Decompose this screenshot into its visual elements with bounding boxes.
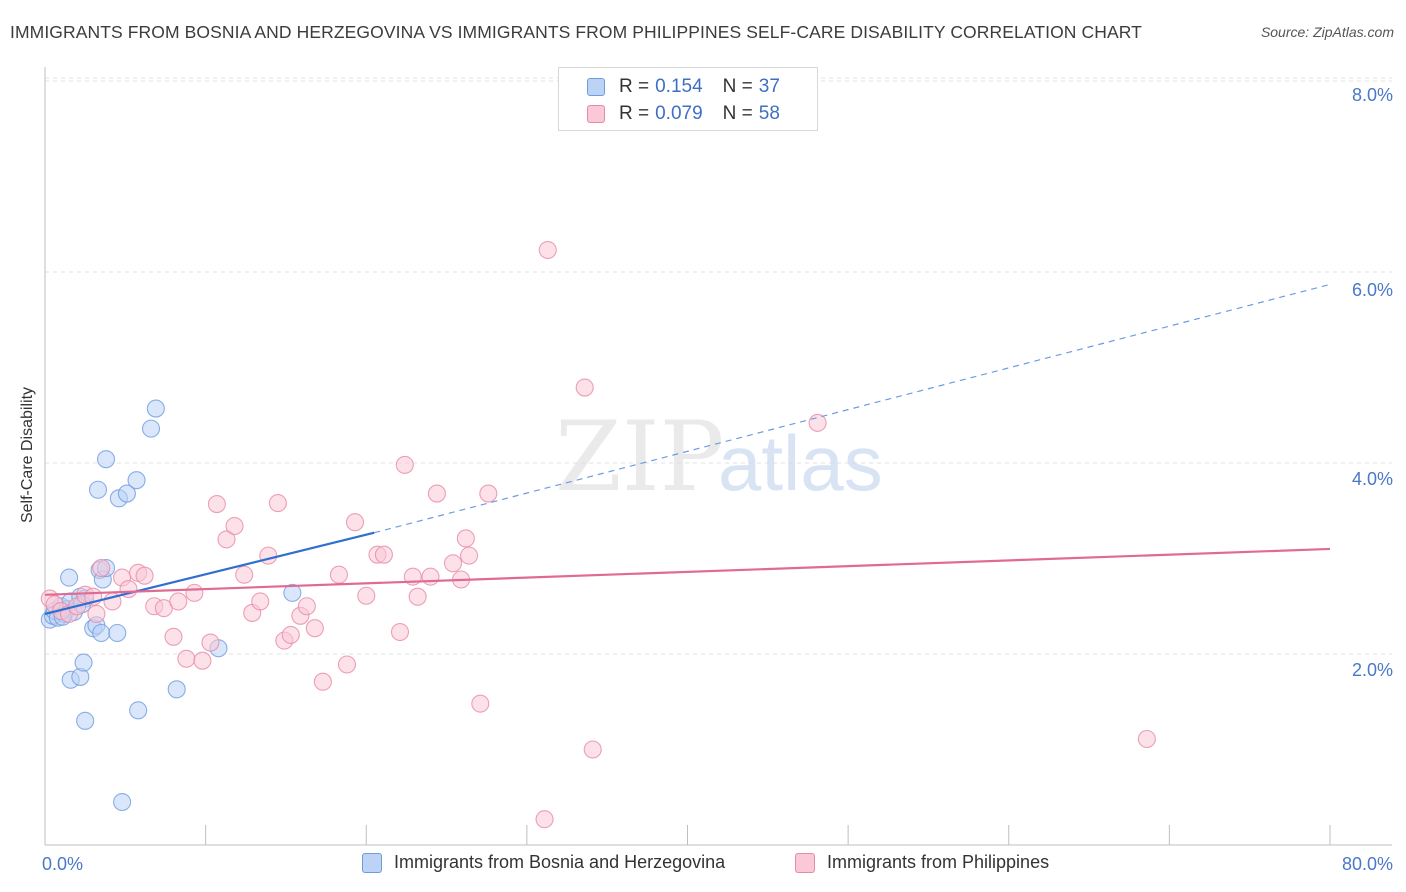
data-point-philippines [185, 583, 204, 602]
y-tick-label: 6.0% [1352, 280, 1393, 300]
data-point-philippines [92, 558, 111, 578]
axes-layer [44, 67, 1392, 846]
legend-label-bosnia: Immigrants from Bosnia and Herzegovina [394, 852, 726, 872]
r-label: R = [619, 103, 650, 124]
data-point-bosnia [60, 568, 79, 587]
data-point-philippines [1137, 729, 1156, 749]
series-legend: Immigrants from Bosnia and Herzegovina I… [0, 852, 1406, 878]
watermark-zip: ZIP [555, 401, 724, 513]
stats-legend: R = 0.154 N = 37 R = 0.079 N = 58 [558, 67, 818, 131]
data-point-philippines [87, 604, 106, 623]
data-point-bosnia [96, 450, 116, 469]
r-value-bosnia: 0.154 [655, 76, 703, 97]
stats-legend-row-philippines: R = 0.079 N = 58 [587, 101, 780, 127]
data-point-bosnia [141, 419, 161, 438]
data-point-philippines [329, 565, 348, 584]
data-point-bosnia [129, 701, 148, 720]
data-point-philippines [583, 740, 602, 759]
data-point-bosnia [108, 623, 127, 643]
data-point-philippines [259, 546, 278, 565]
data-point-philippines [535, 810, 554, 829]
legend-item-philippines[interactable]: Immigrants from Philippines [795, 852, 1049, 873]
y-tick-label: 4.0% [1352, 469, 1393, 489]
data-point-philippines [390, 622, 410, 642]
n-label: N = [722, 103, 753, 124]
legend-item-bosnia[interactable]: Immigrants from Bosnia and Herzegovina [362, 852, 725, 873]
data-point-philippines [225, 516, 244, 536]
data-point-bosnia [74, 653, 93, 672]
data-point-philippines [575, 378, 594, 397]
watermark-atlas: atlas [718, 419, 883, 507]
points-layer [40, 240, 1156, 829]
chart-title: IMMIGRANTS FROM BOSNIA AND HERZEGOVINA V… [10, 22, 1142, 42]
data-point-philippines [268, 494, 287, 513]
data-point-philippines [408, 587, 427, 606]
data-point-philippines [471, 694, 490, 713]
data-point-philippines [421, 567, 440, 586]
data-point-philippines [427, 484, 446, 503]
data-point-philippines [456, 529, 475, 548]
data-point-bosnia [167, 680, 186, 699]
data-point-philippines [305, 619, 324, 638]
n-label: N = [722, 76, 753, 97]
chart-source: Source: ZipAtlas.com [1260, 24, 1394, 40]
n-value-bosnia: 37 [758, 76, 780, 97]
data-point-philippines [235, 565, 254, 584]
data-point-philippines [374, 545, 393, 564]
data-point-philippines [281, 625, 300, 644]
data-point-bosnia [113, 792, 132, 812]
data-point-bosnia [283, 583, 302, 602]
r-label: R = [619, 76, 650, 97]
n-value-philippines: 58 [758, 103, 780, 124]
data-point-philippines [217, 530, 236, 549]
trend-line-philippines [44, 547, 1331, 596]
data-point-bosnia [76, 711, 95, 730]
data-point-philippines [443, 554, 463, 573]
x-tick-label: 80.0% [1342, 854, 1393, 874]
data-point-philippines [207, 495, 226, 514]
data-point-philippines [169, 592, 188, 611]
data-point-bosnia [146, 399, 165, 418]
legend-swatch-philippines [587, 105, 605, 123]
data-point-philippines [177, 649, 196, 668]
data-point-philippines [345, 513, 365, 532]
data-point-philippines [808, 413, 827, 432]
data-point-philippines [164, 627, 183, 646]
data-point-philippines [135, 566, 154, 585]
legend-swatch-bosnia [362, 852, 382, 873]
legend-label-philippines: Immigrants from Philippines [827, 852, 1050, 872]
data-point-philippines [313, 672, 332, 691]
y-axis-label: Self-Care Disability [19, 386, 36, 524]
y-tick-label: 8.0% [1352, 85, 1393, 105]
data-point-philippines [201, 633, 220, 652]
data-point-philippines [337, 655, 357, 674]
data-point-philippines [357, 586, 376, 605]
data-point-philippines [193, 651, 212, 670]
trend-line-bosnia [44, 531, 375, 615]
data-point-philippines [479, 484, 498, 503]
x-tick-label: 0.0% [42, 854, 83, 874]
data-point-philippines [395, 455, 414, 474]
legend-swatch-bosnia [587, 78, 605, 96]
data-point-philippines [297, 597, 316, 616]
stats-legend-row-bosnia: R = 0.154 N = 37 [587, 74, 780, 100]
data-point-bosnia [117, 484, 136, 503]
trend-layer [44, 283, 1331, 615]
data-point-philippines [538, 240, 557, 260]
data-point-philippines [251, 592, 270, 611]
legend-swatch-philippines [795, 852, 815, 873]
y-tick-label: 2.0% [1352, 660, 1393, 680]
data-point-philippines [459, 546, 479, 565]
data-point-bosnia [92, 623, 111, 643]
r-value-philippines: 0.079 [655, 103, 703, 124]
data-point-bosnia [88, 480, 108, 499]
data-point-bosnia [127, 471, 146, 490]
tick-labels-layer: 2.0% 4.0% 6.0% 8.0% 0.0% 80.0% [42, 85, 1393, 874]
